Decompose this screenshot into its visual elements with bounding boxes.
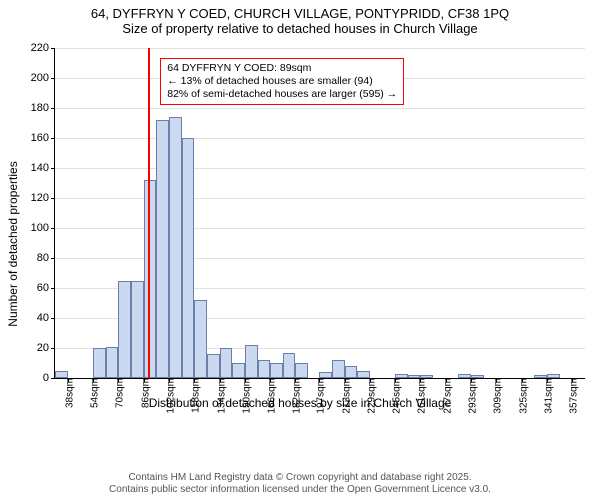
footer-line2: Contains public sector information licen…	[0, 484, 600, 496]
histogram-bar	[207, 354, 220, 378]
histogram-bar	[93, 348, 106, 378]
histogram-bar	[270, 363, 283, 378]
gridline-h	[55, 198, 585, 199]
histogram-bar	[55, 371, 68, 379]
ytick-label: 140	[31, 162, 55, 174]
annotation-line1: 64 DYFFRYN Y COED: 89sqm	[167, 62, 397, 75]
histogram-bar	[357, 371, 370, 379]
histogram-bar	[283, 353, 296, 379]
ytick-label: 100	[31, 222, 55, 234]
histogram-bar	[131, 281, 144, 379]
ytick-label: 40	[37, 312, 55, 324]
gridline-h	[55, 108, 585, 109]
histogram-bar	[332, 360, 345, 378]
histogram-bar	[345, 366, 358, 378]
ytick-label: 180	[31, 102, 55, 114]
chart-title-line1: 64, DYFFRYN Y COED, CHURCH VILLAGE, PONT…	[0, 0, 600, 21]
ytick-label: 120	[31, 192, 55, 204]
annotation-box: 64 DYFFRYN Y COED: 89sqm← 13% of detache…	[160, 58, 404, 105]
histogram-bar	[106, 347, 119, 379]
gridline-h	[55, 228, 585, 229]
annotation-line2: ← 13% of detached houses are smaller (94…	[167, 75, 397, 88]
histogram-bar	[295, 363, 308, 378]
gridline-h	[55, 138, 585, 139]
ytick-label: 220	[31, 42, 55, 54]
gridline-h	[55, 258, 585, 259]
chart-title-line2: Size of property relative to detached ho…	[0, 21, 600, 40]
footer-line1: Contains HM Land Registry data © Crown c…	[0, 472, 600, 484]
x-axis-label: Distribution of detached houses by size …	[0, 396, 600, 410]
ytick-label: 60	[37, 282, 55, 294]
histogram-bar	[118, 281, 131, 379]
chart-area: Number of detached properties 0204060801…	[0, 44, 600, 444]
ytick-label: 0	[43, 372, 55, 384]
histogram-bar	[169, 117, 182, 378]
plot-region: 02040608010012014016018020022038sqm54sqm…	[54, 48, 585, 379]
histogram-bar	[220, 348, 233, 378]
histogram-bar	[182, 138, 195, 378]
ytick-label: 20	[37, 342, 55, 354]
ytick-label: 160	[31, 132, 55, 144]
reference-line	[148, 48, 150, 378]
ytick-label: 200	[31, 72, 55, 84]
histogram-bar	[245, 345, 258, 378]
annotation-line3: 82% of semi-detached houses are larger (…	[167, 88, 397, 101]
y-axis-label: Number of detached properties	[6, 161, 20, 326]
gridline-h	[55, 168, 585, 169]
histogram-bar	[156, 120, 169, 378]
gridline-h	[55, 48, 585, 49]
chart-container: 64, DYFFRYN Y COED, CHURCH VILLAGE, PONT…	[0, 0, 600, 500]
footer-attribution: Contains HM Land Registry data © Crown c…	[0, 472, 600, 496]
ytick-label: 80	[37, 252, 55, 264]
histogram-bar	[232, 363, 245, 378]
histogram-bar	[194, 300, 207, 378]
histogram-bar	[258, 360, 271, 378]
